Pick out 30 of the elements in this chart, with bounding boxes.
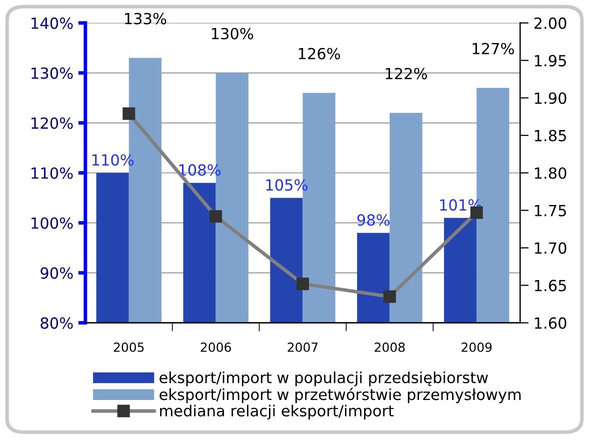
y-tick-label: 110% — [32, 167, 73, 179]
y2-tick-label: 1.65 — [534, 280, 566, 292]
legend-label: mediana relacji eksport/import — [160, 404, 394, 420]
legend-label: eksport/import w przetwórstwie przemysłowym — [160, 388, 521, 404]
y2-tick-label: 1.60 — [534, 317, 566, 329]
y-tick-label: 100% — [32, 217, 73, 229]
y2-tick-label: 2.00 — [534, 17, 566, 29]
x-tick-label: 2007 — [288, 342, 318, 352]
y-tick-label: 80% — [40, 317, 73, 329]
y2-tick-label: 1.70 — [534, 242, 566, 254]
data-label: 130% — [212, 28, 254, 40]
y2-tick-label: 1.95 — [534, 54, 566, 66]
y2-tick-label: 1.90 — [534, 92, 566, 104]
y-tick-label: 120% — [32, 117, 73, 129]
x-tick-label: 2008 — [374, 342, 405, 352]
y-tick-label: 90% — [40, 267, 73, 279]
data-label: 122% — [386, 68, 427, 80]
legend-label: eksport/import w populacji przedsiębiorstw — [160, 371, 488, 386]
y2-tick-label: 1.85 — [534, 130, 566, 142]
data-label: 126% — [298, 48, 340, 60]
y2-tick-label: 1.80 — [534, 167, 566, 179]
y-tick-label: 140% — [32, 17, 73, 29]
x-tick-label: 2009 — [462, 342, 492, 352]
data-label: 127% — [472, 42, 514, 54]
x-tick-label: 2005 — [114, 342, 144, 352]
y2-tick-label: 1.75 — [534, 205, 566, 216]
data-label: 133% — [125, 12, 166, 24]
data-label: 98% — [357, 214, 390, 226]
x-tick-label: 2006 — [200, 342, 231, 352]
y-tick-label: 130% — [32, 67, 73, 79]
